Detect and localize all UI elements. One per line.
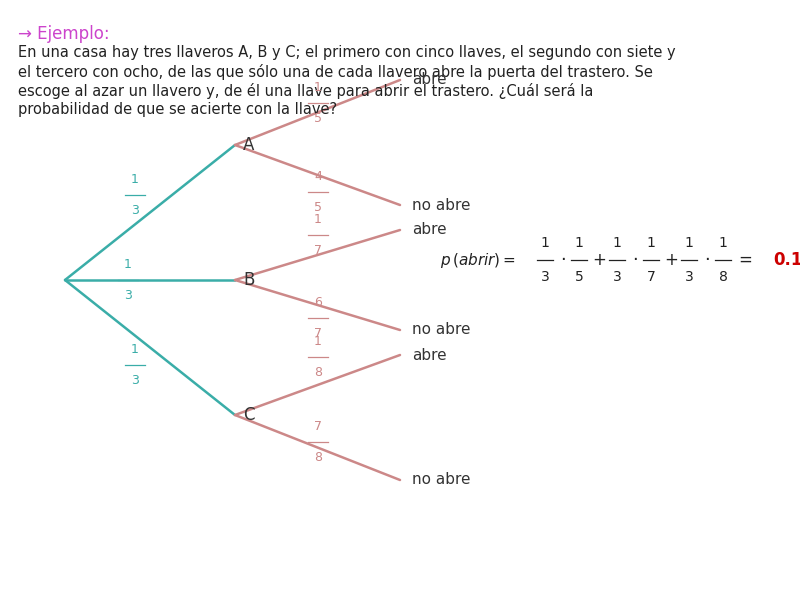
Text: B: B [243,271,254,289]
Text: 7: 7 [646,270,655,284]
Text: 1: 1 [314,213,322,226]
Text: +: + [592,251,606,269]
Text: 1: 1 [131,343,139,356]
Text: 7: 7 [314,420,322,433]
Text: no abre: no abre [412,197,470,212]
Text: 1: 1 [314,335,322,348]
Text: A: A [243,136,254,154]
Text: $p\,(abrir) = $: $p\,(abrir) = $ [440,251,516,269]
Text: +: + [664,251,678,269]
Text: 0.1559: 0.1559 [773,251,800,269]
Text: no abre: no abre [412,323,470,337]
Text: 7: 7 [314,327,322,340]
Text: 5: 5 [314,201,322,214]
Text: 3: 3 [131,204,139,217]
Text: 1: 1 [314,81,322,94]
Text: C: C [243,406,254,424]
Text: 3: 3 [124,289,132,302]
Text: abre: abre [412,347,446,362]
Text: 3: 3 [685,270,694,284]
Text: 8: 8 [314,451,322,464]
Text: 1: 1 [685,236,694,250]
Text: 8: 8 [314,366,322,379]
Text: =: = [738,251,752,269]
Text: 1: 1 [124,258,132,271]
Text: abre: abre [412,223,446,238]
Text: abre: abre [412,73,446,88]
Text: no abre: no abre [412,473,470,487]
Text: ·: · [560,251,566,269]
Text: 6: 6 [314,296,322,309]
Text: 1: 1 [646,236,655,250]
Text: 3: 3 [541,270,550,284]
Text: probabilidad de que se acierte con la llave?: probabilidad de que se acierte con la ll… [18,102,337,117]
Text: escoge al azar un llavero y, de él una llave para abrir el trastero. ¿Cuál será : escoge al azar un llavero y, de él una l… [18,83,594,99]
Text: ·: · [704,251,710,269]
Text: 4: 4 [314,170,322,183]
Text: 3: 3 [613,270,622,284]
Text: 1: 1 [574,236,583,250]
Text: 1: 1 [541,236,550,250]
Text: ·: · [632,251,638,269]
Text: → Ejemplo:: → Ejemplo: [18,25,110,43]
Text: 3: 3 [131,374,139,387]
Text: 1: 1 [131,173,139,186]
Text: 8: 8 [718,270,727,284]
Text: En una casa hay tres llaveros A, B y C; el primero con cinco llaves, el segundo : En una casa hay tres llaveros A, B y C; … [18,45,676,60]
Text: 7: 7 [314,244,322,257]
Text: 5: 5 [574,270,583,284]
Text: 1: 1 [718,236,727,250]
Text: 1: 1 [613,236,622,250]
Text: 5: 5 [314,112,322,125]
Text: el tercero con ocho, de las que sólo una de cada llavero abre la puerta del tras: el tercero con ocho, de las que sólo una… [18,64,653,80]
